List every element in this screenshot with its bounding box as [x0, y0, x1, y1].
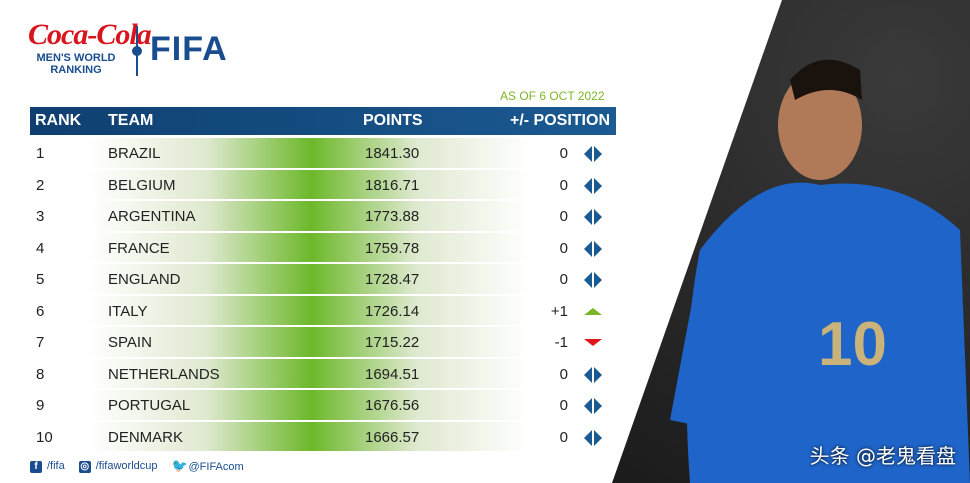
table-header: RANK TEAM POINTS +/- POSITION	[30, 107, 616, 135]
position-change: 0	[559, 271, 568, 288]
coca-cola-logo: Coca-Cola MEN'S WORLD RANKING	[28, 18, 152, 76]
facebook-icon: f	[30, 461, 42, 473]
table-row: 2 BELGIUM 1816.71 0	[30, 170, 616, 201]
watermark: 头条 @老鬼看盘	[809, 444, 956, 468]
points: 1694.51	[365, 365, 420, 383]
table-row: 6 ITALY 1726.14 +1	[30, 296, 616, 327]
table-row: 9 PORTUGAL 1676.56 0	[30, 390, 616, 422]
team-name: DENMARK	[108, 428, 184, 446]
rank: 3	[36, 208, 45, 225]
team-name: SPAIN	[108, 334, 152, 351]
rank: 7	[36, 334, 45, 351]
position-change: 0	[559, 365, 568, 383]
table-row: 3 ARGENTINA 1773.88 0	[30, 201, 616, 233]
table-row: 5 ENGLAND 1728.47 0	[30, 264, 616, 296]
sponsor-logo-text: Coca-Cola	[28, 18, 152, 51]
header-points: POINTS	[363, 112, 423, 129]
table-row: 10 DENMARK 1666.57 0	[30, 422, 616, 453]
points: 1773.88	[365, 208, 420, 225]
points: 1715.22	[365, 334, 420, 351]
as-of-date: AS OF 6 OCT 2022	[500, 89, 605, 103]
points: 1726.14	[365, 302, 420, 320]
points: 1676.56	[365, 397, 420, 414]
table-row: 8 NETHERLANDS 1694.51 0	[30, 359, 616, 390]
rank: 2	[36, 176, 45, 194]
twitter-icon: 🐦	[171, 458, 188, 473]
position-change: 0	[559, 239, 568, 257]
team-name: ENGLAND	[108, 271, 181, 288]
subtitle-line2: RANKING	[50, 64, 102, 76]
unchanged-arrows-icon	[584, 429, 602, 446]
rank: 1	[36, 145, 45, 162]
points: 1841.30	[365, 145, 420, 162]
arrow-down-icon	[584, 335, 602, 351]
table-row: 1 BRAZIL 1841.30 0	[30, 138, 616, 170]
position-change: 0	[559, 397, 568, 414]
points: 1759.78	[365, 239, 420, 257]
points: 1666.57	[365, 428, 420, 446]
team-name: NETHERLANDS	[108, 365, 220, 383]
header-rank: RANK	[35, 112, 82, 129]
unchanged-arrows-icon	[584, 146, 602, 162]
unchanged-arrows-icon	[584, 240, 602, 257]
team-name: ARGENTINA	[108, 208, 196, 225]
rank: 10	[36, 428, 53, 446]
fifa-logo: FIFA	[150, 30, 228, 68]
position-change: 0	[559, 176, 568, 194]
facebook-link[interactable]: f/fifa	[30, 460, 65, 473]
rank: 6	[36, 302, 45, 320]
rank: 8	[36, 365, 45, 383]
position-change: +1	[550, 302, 568, 320]
team-name: FRANCE	[108, 239, 170, 257]
arrow-up-icon	[584, 304, 602, 320]
ranking-table: 1 BRAZIL 1841.30 0 2 BELGIUM 1816.71 0 3…	[30, 138, 616, 453]
table-row: 4 FRANCE 1759.78 0	[30, 233, 616, 264]
instagram-icon: ◎	[78, 461, 91, 473]
team-name: BELGIUM	[108, 176, 176, 194]
twitter-link[interactable]: 🐦@FIFAcom	[171, 458, 244, 473]
rank: 9	[36, 397, 45, 414]
unchanged-arrows-icon	[584, 272, 602, 288]
rank: 5	[36, 271, 45, 288]
position-change: 0	[559, 428, 568, 446]
jersey-number: 10	[818, 310, 887, 379]
subtitle-line1: MEN'S WORLD	[36, 52, 116, 64]
points: 1728.47	[365, 271, 420, 288]
position-change: 0	[559, 208, 568, 225]
position-change: 0	[559, 145, 568, 162]
rank: 4	[36, 239, 45, 257]
header-position: +/- POSITION	[509, 112, 610, 129]
table-row: 7 SPAIN 1715.22 -1	[30, 327, 616, 359]
team-name: PORTUGAL	[108, 397, 191, 414]
points: 1816.71	[365, 176, 420, 194]
unchanged-arrows-icon	[584, 177, 602, 194]
team-name: BRAZIL	[108, 145, 161, 162]
position-change: -1	[554, 334, 568, 351]
header-team: TEAM	[108, 112, 154, 129]
unchanged-arrows-icon	[584, 366, 602, 383]
divider-dot	[132, 46, 142, 56]
unchanged-arrows-icon	[584, 398, 602, 414]
instagram-link[interactable]: ◎/fifaworldcup	[78, 460, 158, 473]
social-links: f/fifa ◎/fifaworldcup 🐦@FIFAcom	[30, 458, 244, 473]
unchanged-arrows-icon	[584, 209, 602, 225]
team-name: ITALY	[108, 302, 148, 320]
